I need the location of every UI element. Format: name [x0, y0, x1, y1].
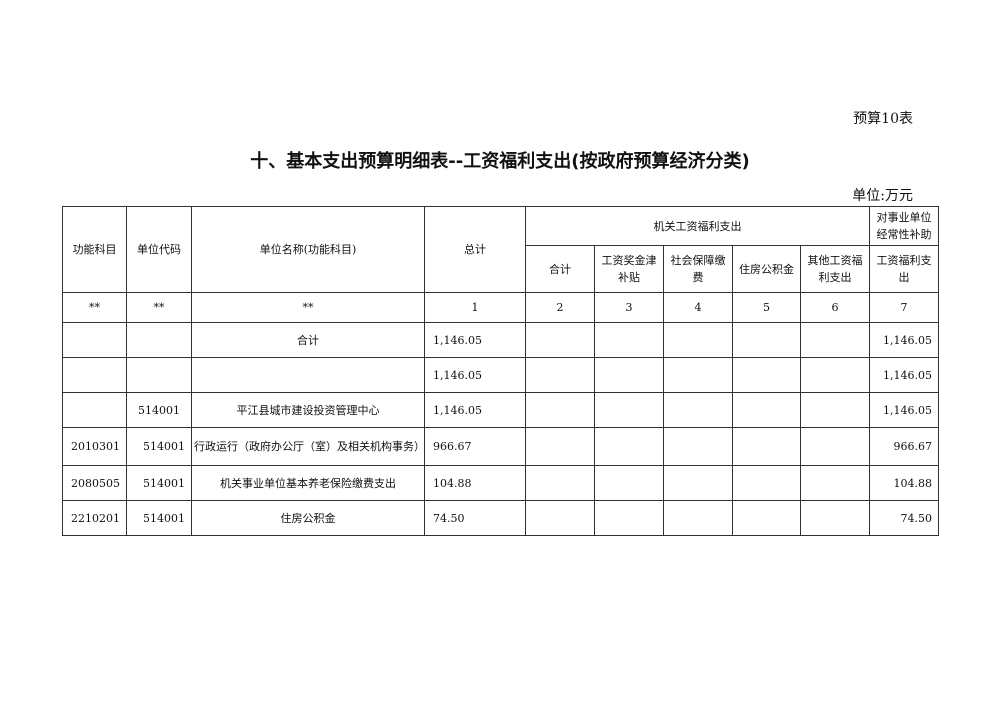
index-cell: ** [126, 292, 192, 323]
header-sub: 社会保障缴费 [663, 245, 733, 293]
table-row: 合计 1,146.05 1,146.05 [62, 322, 940, 358]
table-cell [62, 322, 127, 358]
header-sub: 合计 [525, 245, 595, 293]
table-cell [732, 322, 801, 358]
header-func: 功能科目 [62, 206, 127, 293]
table-cell [594, 500, 664, 536]
table-cell [799, 427, 871, 466]
header-code: 单位代码 [126, 206, 192, 293]
table-row: 2210201 514001 住房公积金 74.50 74.50 [62, 500, 940, 536]
table-cell: 2210201 [62, 500, 127, 536]
table-cell [663, 357, 733, 393]
table-cell [594, 357, 664, 393]
index-cell: ** [191, 292, 425, 323]
header-sub: 其他工资福利支出 [799, 245, 871, 293]
table-cell [594, 465, 664, 501]
table-cell [663, 465, 733, 501]
header-group2: 对事业单位经常性补助 [869, 206, 940, 246]
table-cell [594, 392, 664, 428]
table-cell: 住房公积金 [191, 500, 425, 536]
table-cell [732, 427, 801, 466]
table-cell [191, 357, 425, 393]
table-cell: 104.88 [424, 465, 526, 501]
index-cell: 1 [424, 292, 526, 323]
table-cell [663, 392, 733, 428]
table-cell [594, 427, 664, 466]
header-group1: 机关工资福利支出 [524, 206, 871, 246]
table-cell: 514001 [126, 500, 192, 536]
table-cell [525, 392, 595, 428]
header-total: 总计 [424, 206, 526, 293]
table-cell [732, 500, 801, 536]
index-cell: 5 [732, 292, 801, 323]
table-cell [525, 357, 595, 393]
index-cell: 4 [663, 292, 733, 323]
table-cell [126, 322, 192, 358]
budget-table: 功能科目 单位代码 单位名称(功能科目) 总计 机关工资福利支出 对事业单位经常… [62, 206, 940, 536]
table-cell [62, 357, 127, 393]
table-cell: 1,146.05 [869, 322, 940, 358]
table-cell [525, 465, 595, 501]
table-cell: 2010301 [62, 427, 127, 466]
table-cell [732, 357, 801, 393]
table-cell [799, 500, 871, 536]
index-cell: ** [62, 292, 127, 323]
table-cell: 1,146.05 [424, 357, 526, 393]
table-cell: 966.67 [869, 427, 940, 466]
table-cell [525, 427, 595, 466]
table-cell [525, 500, 595, 536]
table-cell: 966.67 [424, 427, 526, 466]
table-cell [594, 322, 664, 358]
table-number: 预算10表 [853, 111, 913, 127]
table-row: 2010301 514001 行政运行（政府办公厅（室）及相关机构事务） 966.67… [62, 427, 940, 466]
table-cell [663, 322, 733, 358]
unit-label: 单位:万元 [852, 188, 913, 204]
table-cell: 514001 [126, 465, 192, 501]
table-cell: 1,146.05 [424, 392, 526, 428]
index-cell: 3 [594, 292, 664, 323]
index-cell: 2 [525, 292, 595, 323]
header-sub: 住房公积金 [732, 245, 801, 293]
table-cell [732, 392, 801, 428]
table-cell: 74.50 [869, 500, 940, 536]
table-row: 1,146.05 1,146.05 [62, 357, 940, 393]
table-cell: 1,146.05 [424, 322, 526, 358]
table-cell [663, 500, 733, 536]
table-cell [799, 392, 871, 428]
table-cell: 平江县城市建设投资管理中心 [191, 392, 425, 428]
page-title: 十、基本支出预算明细表--工资福利支出(按政府预算经济分类) [250, 151, 750, 172]
table-cell: 1,146.05 [869, 392, 940, 428]
table-cell [799, 465, 871, 501]
table-cell [62, 392, 127, 428]
header-sub2: 工资福利支出 [869, 245, 940, 293]
table-cell: 2080505 [62, 465, 127, 501]
table-cell: 行政运行（政府办公厅（室）及相关机构事务） [191, 427, 425, 466]
table-cell [663, 427, 733, 466]
table-cell [126, 357, 192, 393]
header-name: 单位名称(功能科目) [191, 206, 425, 293]
table-row: 514001 平江县城市建设投资管理中心 1,146.05 1,146.05 [62, 392, 940, 428]
header-sub: 工资奖金津补贴 [594, 245, 664, 293]
table-cell: 514001 [126, 392, 192, 428]
table-cell: 1,146.05 [869, 357, 940, 393]
table-cell [525, 322, 595, 358]
table-cell [799, 322, 871, 358]
table-cell: 合计 [191, 322, 425, 358]
table-cell: 514001 [126, 427, 192, 466]
table-cell: 机关事业单位基本养老保险缴费支出 [191, 465, 425, 501]
table-row: 2080505 514001 机关事业单位基本养老保险缴费支出 104.88 104.8… [62, 465, 940, 501]
index-cell: 6 [799, 292, 871, 323]
index-cell: 7 [869, 292, 940, 323]
table-cell [732, 465, 801, 501]
table-cell: 104.88 [869, 465, 940, 501]
table-cell: 74.50 [424, 500, 526, 536]
table-cell [799, 357, 871, 393]
